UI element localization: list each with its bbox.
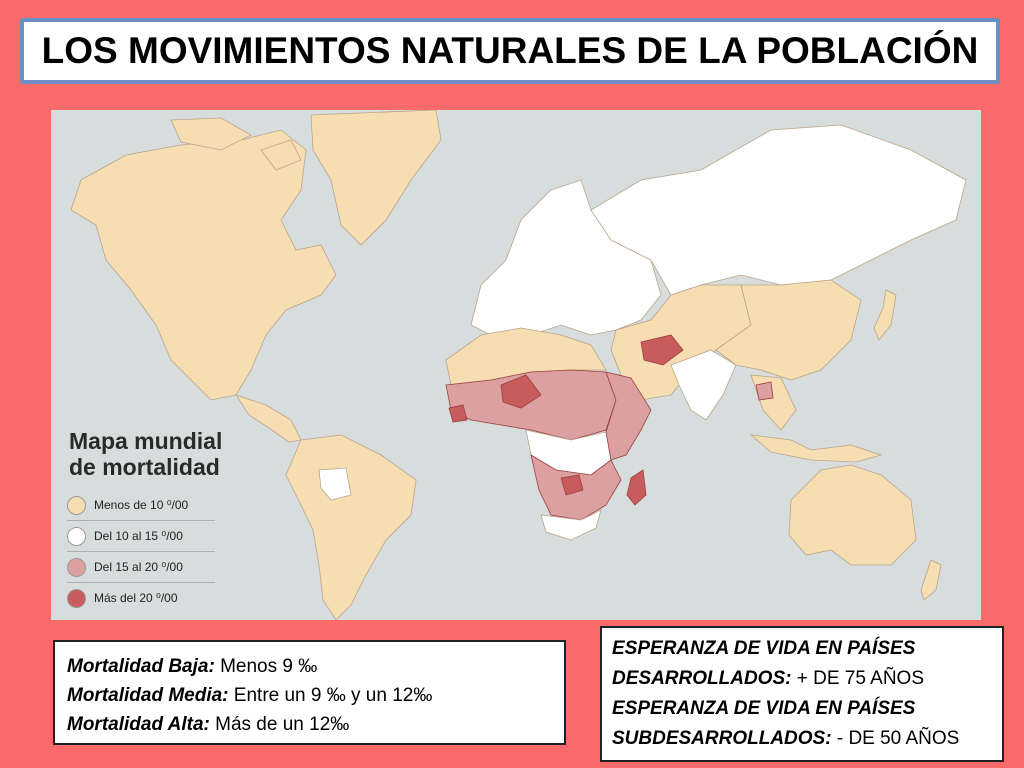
mortality-low-value: Menos 9 ‰ [214, 656, 318, 677]
life-expectancy-developed-line: DESARROLLADOS: + DE 75 AÑOS [612, 664, 992, 694]
mortality-high-label: Mortalidad Alta: [67, 714, 210, 735]
underdeveloped-label: SUBDESARROLLADOS: [612, 728, 832, 749]
mortality-high-line: Mortalidad Alta: Más de un 12‰ [67, 710, 552, 739]
cambodia [755, 381, 774, 401]
central-america [235, 394, 302, 443]
map-svg [70, 110, 967, 620]
life-expectancy-developed-heading: ESPERANZA DE VIDA EN PAÍSES [612, 638, 916, 659]
legend: Menos de 10 ⁰/00 Del 10 al 15 ⁰/00 Del 1… [67, 490, 215, 613]
mortality-low-line: Mortalidad Baja: Menos 9 ‰ [67, 652, 552, 681]
russia [590, 124, 967, 296]
legend-item: Menos de 10 ⁰/00 [67, 490, 215, 521]
developed-value: + DE 75 AÑOS [791, 668, 924, 689]
title-box: LOS MOVIMIENTOS NATURALES DE LA POBLACIÓ… [20, 18, 1000, 84]
china [715, 279, 862, 381]
mortality-medium-label: Mortalidad Media: [67, 685, 229, 706]
legend-label: Menos de 10 ⁰/00 [94, 498, 189, 512]
mortality-medium-value: Entre un 9 ‰ y un 12‰ [228, 685, 433, 706]
greenland [310, 110, 442, 246]
niger-chad [448, 374, 542, 423]
japan [873, 289, 897, 341]
new-zealand [920, 559, 942, 601]
life-expectancy-box: ESPERANZA DE VIDA EN PAÍSES DESARROLLADO… [600, 626, 1004, 762]
mortality-box: Mortalidad Baja: Menos 9 ‰ Mortalidad Me… [53, 640, 566, 745]
legend-item: Más del 20 ⁰/00 [67, 583, 215, 613]
australia [788, 464, 917, 566]
underdeveloped-value: - DE 50 AÑOS [831, 728, 960, 749]
legend-label: Más del 20 ⁰/00 [94, 591, 178, 605]
canadian-islands [170, 117, 302, 171]
south-africa [540, 509, 602, 541]
southeast-asia [750, 374, 797, 431]
mortality-medium-line: Mortalidad Media: Entre un 9 ‰ y un 12‰ [67, 681, 552, 710]
zimbabwe [560, 474, 584, 496]
afghanistan [640, 334, 684, 366]
developed-label: DESARROLLADOS: [612, 668, 792, 689]
legend-label: Del 15 al 20 ⁰/00 [94, 560, 183, 574]
legend-item: Del 10 al 15 ⁰/00 [67, 521, 215, 552]
indonesia [749, 434, 883, 463]
india [670, 349, 737, 421]
life-expectancy-underdeveloped-heading: ESPERANZA DE VIDA EN PAÍSES [612, 698, 916, 719]
legend-swatch-medium [67, 526, 86, 546]
legend-swatch-very-high [67, 588, 86, 608]
bolivia-white [318, 467, 352, 501]
legend-swatch-high [67, 557, 86, 577]
east-africa [605, 371, 652, 461]
legend-swatch-low [67, 495, 86, 515]
life-expectancy-underdeveloped-line: SUBDESARROLLADOS: - DE 50 AÑOS [612, 724, 992, 754]
slide-title: LOS MOVIMIENTOS NATURALES DE LA POBLACIÓ… [41, 30, 979, 71]
west-africa [445, 369, 617, 441]
mortality-high-value: Más de un 12‰ [209, 714, 350, 735]
legend-label: Del 10 al 15 ⁰/00 [94, 529, 183, 543]
south-america [285, 434, 417, 620]
legend-title: Mapa mundial de mortalidad [69, 428, 222, 480]
mortality-low-label: Mortalidad Baja: [67, 656, 215, 677]
north-america [70, 129, 337, 401]
legend-item: Del 15 al 20 ⁰/00 [67, 552, 215, 583]
legend-title-line2: de mortalidad [69, 454, 220, 480]
madagascar [626, 469, 647, 506]
legend-title-line1: Mapa mundial [69, 428, 223, 454]
world-mortality-map: Mapa mundial de mortalidad Menos de 10 ⁰… [51, 110, 981, 620]
